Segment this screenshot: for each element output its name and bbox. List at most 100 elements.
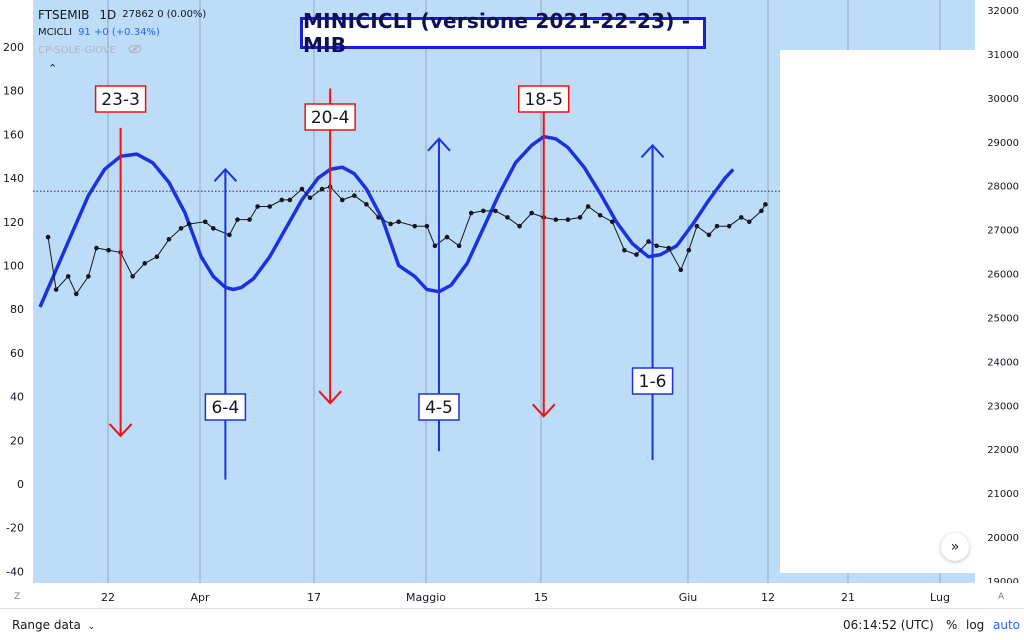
marker-label: 23-3 <box>101 90 140 110</box>
range-data-button[interactable]: Range data ⌄ <box>12 618 95 632</box>
marker-label: 4-5 <box>425 398 453 418</box>
price-point <box>529 210 534 216</box>
price-point <box>585 204 591 209</box>
right-tick-label: 19000 <box>987 577 1019 588</box>
price-point <box>396 219 401 225</box>
price-point <box>166 236 172 242</box>
x-tick-label: 12 <box>761 591 775 604</box>
left-tick-label: 100 <box>3 260 24 273</box>
price-point <box>424 223 430 229</box>
price-point <box>210 226 216 231</box>
x-tick-label: 21 <box>841 591 855 604</box>
marker-label-box <box>418 393 460 421</box>
right-tick-label: 25000 <box>987 313 1019 324</box>
x-tick-label: Apr <box>190 591 210 604</box>
price-point <box>339 197 345 203</box>
right-tick-label: 22000 <box>987 445 1019 456</box>
price-point <box>86 274 91 279</box>
price-point <box>597 212 603 218</box>
price-point <box>634 252 639 257</box>
percent-toggle[interactable]: % <box>946 618 958 632</box>
price-point <box>186 221 192 227</box>
marker-label: 1-6 <box>639 372 667 392</box>
legend-indicator-value: 91 +0 (+0.34%) <box>78 27 160 38</box>
price-point <box>65 274 71 279</box>
price-point <box>352 193 357 198</box>
eye-crossed-icon[interactable] <box>128 42 142 60</box>
price-point <box>517 223 522 229</box>
price-point <box>654 243 659 249</box>
legend-hidden-indicator[interactable]: CP-SOLE-GIOVE <box>38 45 117 56</box>
price-point <box>142 261 148 266</box>
price-point <box>481 208 486 214</box>
chart-area[interactable]: -40 -20 0 20 40 60 80 100 120 140 160 180 200 19000 2… <box>0 0 1024 608</box>
legend-indicator-name[interactable]: MCICLI <box>38 27 73 38</box>
x-tick-label: 17 <box>307 591 321 604</box>
price-point <box>279 197 285 203</box>
price-point <box>609 219 615 225</box>
price-point <box>706 232 712 238</box>
corner-right-label[interactable]: A <box>998 592 1005 602</box>
right-tick-label: 20000 <box>987 533 1019 544</box>
right-tick-label: 27000 <box>987 226 1019 237</box>
utc-clock[interactable]: 06:14:52 (UTC) <box>843 618 934 632</box>
right-tick-label: 30000 <box>987 94 1019 105</box>
left-tick-label: 180 <box>3 85 24 98</box>
marker-arrow-head <box>640 143 665 159</box>
price-point <box>444 234 450 240</box>
left-tick-label: 80 <box>10 303 24 316</box>
left-tick-label: -20 <box>6 522 24 535</box>
price-point <box>505 215 510 220</box>
right-axis-background <box>975 0 1024 583</box>
range-label: Range data <box>12 618 81 632</box>
marker-layer: 23-3 6-4 20-4 4-5 18-5 1-6 <box>94 85 674 480</box>
x-tick-label: Maggio <box>406 591 446 604</box>
chevron-up-icon[interactable]: ⌃ <box>48 62 58 75</box>
chart-title: MINICICLI (versione 2021-22-23) - MIB <box>300 9 706 57</box>
marker-label-box <box>631 367 674 395</box>
left-tick-label: 120 <box>3 216 24 229</box>
log-toggle[interactable]: log <box>966 618 985 632</box>
price-point <box>738 215 744 220</box>
price-point <box>94 245 99 251</box>
x-tick-label: Lug <box>930 591 950 604</box>
right-tick-label: 26000 <box>987 270 1019 281</box>
price-point <box>553 217 559 222</box>
price-point <box>432 243 438 249</box>
left-tick-label: 140 <box>3 172 24 185</box>
marker-arrow-head <box>532 403 556 418</box>
left-tick-label: 60 <box>10 347 24 360</box>
scroll-to-realtime-button[interactable]: » <box>941 533 969 561</box>
right-tick-label: 21000 <box>987 489 1019 500</box>
marker-label-box <box>204 393 247 421</box>
right-tick-label: 24000 <box>987 357 1019 368</box>
price-point <box>307 195 313 201</box>
x-axis: 22 Apr 17 Maggio 15 Giu 12 21 Lug <box>0 583 1024 608</box>
marker-label-box <box>94 85 147 113</box>
double-chevron-right-icon: » <box>950 539 960 555</box>
chevron-down-icon: ⌄ <box>87 622 96 632</box>
legend-symbol[interactable]: FTSEMIB <box>38 8 90 22</box>
price-point <box>468 210 474 216</box>
left-axis: -40 -20 0 20 40 60 80 100 120 140 160 180 200 <box>3 41 24 578</box>
price-point <box>247 217 252 222</box>
right-tick-label: 23000 <box>987 401 1019 412</box>
price-point <box>227 232 232 238</box>
left-tick-label: 40 <box>10 391 24 404</box>
price-point <box>678 267 684 273</box>
marker-arrow-head <box>318 390 342 405</box>
price-point <box>255 204 260 209</box>
marker-arrow-head <box>213 167 238 183</box>
corner-left-label[interactable]: Z <box>14 592 21 602</box>
price-point <box>622 247 627 253</box>
x-tick-label: Giu <box>679 591 698 604</box>
right-tick-label: 32000 <box>987 6 1019 17</box>
price-point <box>746 219 752 225</box>
price-point <box>412 223 418 229</box>
price-point <box>178 226 184 231</box>
price-point <box>714 223 720 229</box>
price-point <box>686 247 692 253</box>
auto-toggle[interactable]: auto <box>993 618 1021 632</box>
price-point <box>154 254 160 260</box>
price-point <box>53 287 59 292</box>
